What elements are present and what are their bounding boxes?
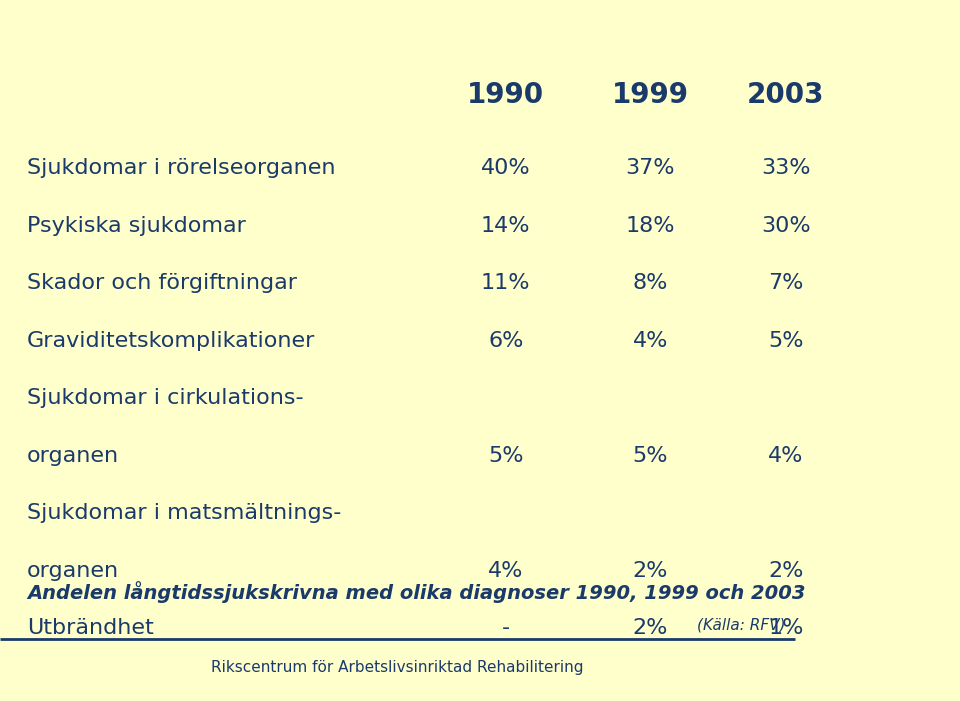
Text: 37%: 37%: [626, 158, 675, 178]
Text: 8%: 8%: [633, 273, 668, 293]
Text: 7%: 7%: [768, 273, 804, 293]
Text: 11%: 11%: [481, 273, 531, 293]
Text: 40%: 40%: [481, 158, 531, 178]
Text: 2%: 2%: [633, 618, 668, 638]
Text: Sjukdomar i rörelseorganen: Sjukdomar i rörelseorganen: [27, 158, 336, 178]
Text: 4%: 4%: [488, 561, 523, 580]
Text: Graviditetskomplikationer: Graviditetskomplikationer: [27, 331, 316, 350]
Text: 5%: 5%: [633, 446, 668, 465]
Text: 2%: 2%: [768, 561, 804, 580]
Text: 1990: 1990: [468, 81, 544, 109]
Text: 4%: 4%: [768, 446, 804, 465]
Text: organen: organen: [27, 446, 119, 465]
Text: 2003: 2003: [747, 81, 825, 109]
Text: organen: organen: [27, 561, 119, 580]
Text: 6%: 6%: [488, 331, 523, 350]
Text: Sjukdomar i matsmältnings-: Sjukdomar i matsmältnings-: [27, 503, 342, 523]
Text: 18%: 18%: [626, 216, 675, 236]
Text: 30%: 30%: [761, 216, 810, 236]
Text: -: -: [502, 618, 510, 638]
Text: Andelen långtidssjukskrivna med olika diagnoser 1990, 1999 och 2003: Andelen långtidssjukskrivna med olika di…: [27, 581, 805, 604]
Text: (Källa: RFV): (Källa: RFV): [697, 618, 786, 633]
Text: Psykiska sjukdomar: Psykiska sjukdomar: [27, 216, 246, 236]
Text: 33%: 33%: [761, 158, 810, 178]
Text: Skador och förgiftningar: Skador och förgiftningar: [27, 273, 297, 293]
Text: Utbrändhet: Utbrändhet: [27, 618, 154, 638]
Text: Rikscentrum för Arbetslivsinriktad Rehabilitering: Rikscentrum för Arbetslivsinriktad Rehab…: [211, 660, 584, 675]
Text: 14%: 14%: [481, 216, 531, 236]
Text: 5%: 5%: [488, 446, 523, 465]
Text: 4%: 4%: [633, 331, 668, 350]
Text: 1%: 1%: [768, 618, 804, 638]
Text: 1999: 1999: [612, 81, 688, 109]
Text: 5%: 5%: [768, 331, 804, 350]
Text: Sjukdomar i cirkulations-: Sjukdomar i cirkulations-: [27, 388, 303, 408]
Text: 2%: 2%: [633, 561, 668, 580]
